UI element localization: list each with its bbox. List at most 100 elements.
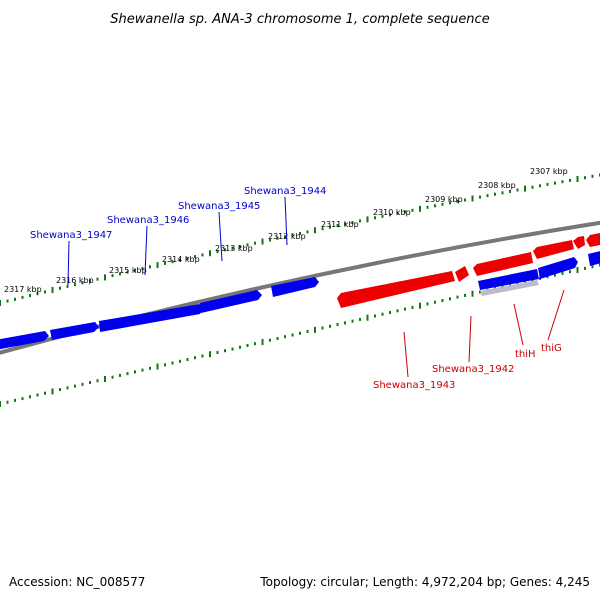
inner-ruler-tick — [456, 295, 459, 299]
inner-ruler-tick — [29, 395, 31, 399]
inner-ruler-tick — [269, 338, 271, 342]
outer-ruler-tick — [156, 262, 159, 269]
outer-ruler-tick — [396, 211, 399, 215]
leader-line-shewana3-1945 — [218, 211, 223, 262]
outer-ruler-tick — [569, 178, 571, 182]
outer-ruler-tick — [471, 195, 474, 202]
gene-arrow-shewana3-1946[interactable] — [50, 322, 99, 340]
outer-ruler-tick — [366, 216, 369, 223]
outer-ruler — [0, 173, 600, 306]
outer-ruler-tick — [134, 268, 136, 272]
inner-ruler-tick — [396, 309, 399, 313]
inner-ruler-tick — [186, 358, 189, 361]
ruler-label-2310: 2310 kbp — [373, 208, 411, 217]
outer-ruler-tick — [321, 227, 324, 231]
gene-label-thih[interactable]: thiH — [515, 349, 536, 360]
gene-arrow-edge-reverse[interactable] — [586, 232, 600, 247]
outer-ruler-tick — [374, 216, 376, 220]
gene-arrow-small-reverse[interactable] — [455, 266, 469, 282]
gene-arrow-thig[interactable] — [573, 236, 585, 249]
inner-ruler-tick — [359, 317, 361, 321]
outer-ruler-tick — [351, 221, 354, 224]
outer-ruler-tick — [561, 180, 564, 184]
outer-ruler-tick — [426, 205, 429, 209]
inner-ruler-tick — [381, 312, 384, 316]
leader-line-shewana3-1942 — [468, 315, 472, 363]
outer-ruler-tick — [209, 250, 211, 257]
inner-ruler-tick — [104, 376, 106, 382]
inner-ruler-tick — [239, 345, 241, 349]
inner-ruler-tick — [441, 299, 444, 302]
gene-arrow-shewana3-1944[interactable] — [200, 290, 262, 313]
inner-ruler-tick — [89, 381, 91, 384]
gene-arrow-shewana3-1947[interactable] — [0, 331, 49, 350]
gene-label-shewana3-1946[interactable]: Shewana3_1946 — [107, 215, 189, 226]
outer-ruler-tick — [89, 279, 91, 283]
inner-ruler-tick — [216, 351, 219, 354]
outer-ruler-tick — [179, 258, 181, 262]
inner-ruler-tick — [299, 331, 301, 335]
outer-ruler-tick — [419, 205, 421, 212]
outer-ruler-tick — [171, 260, 174, 264]
gene-label-shewana3-1944[interactable]: Shewana3_1944 — [244, 186, 326, 197]
accession-text: Accession: NC_008577 — [9, 575, 146, 589]
outer-ruler-tick — [546, 182, 549, 186]
inner-ruler-tick — [224, 349, 226, 353]
gene-arrow-thih[interactable] — [533, 240, 574, 259]
outer-ruler-tick — [246, 243, 249, 247]
outer-ruler-tick — [554, 181, 556, 185]
outer-ruler-tick — [441, 202, 444, 206]
inner-ruler-tick — [261, 339, 264, 345]
inner-ruler-tick — [0, 401, 1, 407]
inner-ruler-tick — [516, 282, 519, 285]
gene-arrow-shewana3-1945[interactable] — [99, 304, 203, 332]
gene-label-thig[interactable]: thiG — [541, 343, 562, 354]
outer-ruler-tick — [119, 272, 121, 276]
leader-line-thih — [513, 303, 524, 346]
outer-ruler-tick — [36, 292, 39, 296]
gene-arrow-thig-forward[interactable] — [538, 257, 578, 279]
gene-label-shewana3-1942[interactable]: Shewana3_1942 — [432, 364, 514, 375]
gene-arrow-shewana3-1943[interactable] — [337, 271, 455, 308]
leader-line-shewana3-1946 — [144, 225, 148, 276]
inner-ruler-tick — [389, 311, 391, 314]
inner-ruler-tick — [51, 388, 54, 395]
inner-ruler-tick — [59, 388, 61, 392]
inner-ruler-tick — [74, 384, 76, 388]
gene-shadow-grey — [480, 280, 539, 296]
outer-ruler-tick — [21, 295, 24, 299]
gene-label-shewana3-1943[interactable]: Shewana3_1943 — [373, 380, 455, 391]
outer-ruler-tick — [276, 236, 279, 240]
inner-ruler-tick — [231, 347, 234, 351]
inner-ruler-tick — [149, 366, 151, 370]
ruler-label-2317: 2317 kbp — [4, 285, 42, 294]
ruler-label-2315: 2315 kbp — [109, 266, 147, 275]
inner-ruler-tick — [449, 297, 451, 301]
outer-ruler-tick — [524, 185, 526, 192]
gene-label-shewana3-1947[interactable]: Shewana3_1947 — [30, 230, 112, 241]
inner-ruler-tick — [426, 302, 429, 306]
gene-arrow-thih-forward[interactable] — [478, 269, 539, 290]
gene-label-shewana3-1945[interactable]: Shewana3_1945 — [178, 201, 260, 212]
inner-ruler-tick — [509, 283, 511, 287]
ruler-label-2311: 2311 kbp — [321, 220, 359, 229]
gene-arrow-shewana3-1942[interactable] — [473, 252, 533, 276]
inner-ruler-tick — [306, 330, 309, 333]
inner-ruler-tick — [419, 302, 421, 309]
inner-ruler-tick — [6, 400, 9, 404]
outer-ruler-tick — [51, 287, 54, 293]
reverse-gene-labels: Shewana3_1943 Shewana3_1942 thiH thiG — [373, 289, 565, 391]
outer-ruler-tick — [59, 286, 61, 290]
inner-ruler — [0, 263, 600, 407]
gene-arrow-edge-forward[interactable] — [588, 250, 600, 266]
ruler-label-2308: 2308 kbp — [478, 181, 516, 190]
outer-ruler-tick — [464, 198, 466, 202]
gene-arrow-small-forward[interactable] — [271, 277, 319, 297]
genome-summary-text: Topology: circular; Length: 4,972,204 bp… — [260, 575, 590, 589]
ruler-label-2316: 2316 kbp — [56, 276, 94, 285]
outer-ruler-tick — [336, 224, 339, 228]
outer-ruler-tick — [456, 199, 459, 203]
inner-ruler-tick — [366, 314, 369, 321]
outer-ruler-tick — [306, 230, 309, 234]
